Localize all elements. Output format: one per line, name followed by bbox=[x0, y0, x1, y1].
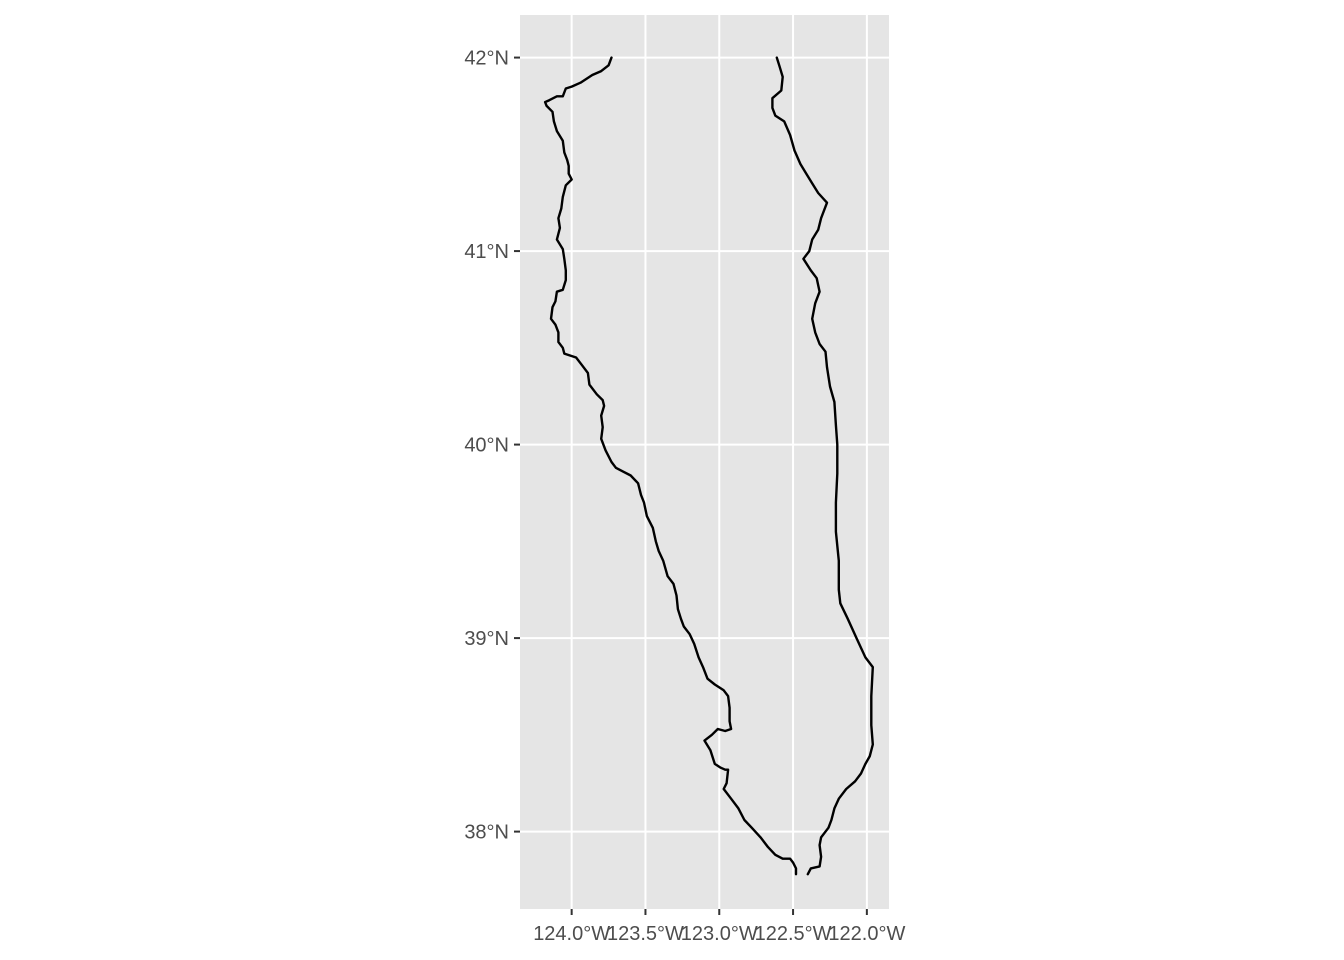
x-tick-label-0: 124.0°W bbox=[533, 923, 610, 945]
outline-1 bbox=[771, 56, 874, 876]
y-tick-label-4: 38°N bbox=[464, 822, 509, 844]
y-tick-label-0: 42°N bbox=[464, 48, 509, 70]
outline-0 bbox=[543, 56, 798, 876]
x-tick-label-1: 123.5°W bbox=[607, 923, 684, 945]
x-tick-label-2: 123.0°W bbox=[681, 923, 758, 945]
graticule-grid bbox=[520, 15, 889, 909]
y-tick-label-1: 41°N bbox=[464, 241, 509, 263]
y-tick-label-2: 40°N bbox=[464, 435, 509, 457]
map-panel-background bbox=[520, 15, 889, 909]
y-axis: 42°N 41°N 40°N 39°N 38°N bbox=[464, 48, 520, 844]
x-tick-label-4: 122.0°W bbox=[828, 923, 905, 945]
y-tick-label-3: 39°N bbox=[464, 628, 509, 650]
coastline-outlines bbox=[543, 56, 874, 876]
x-tick-label-3: 122.5°W bbox=[755, 923, 832, 945]
